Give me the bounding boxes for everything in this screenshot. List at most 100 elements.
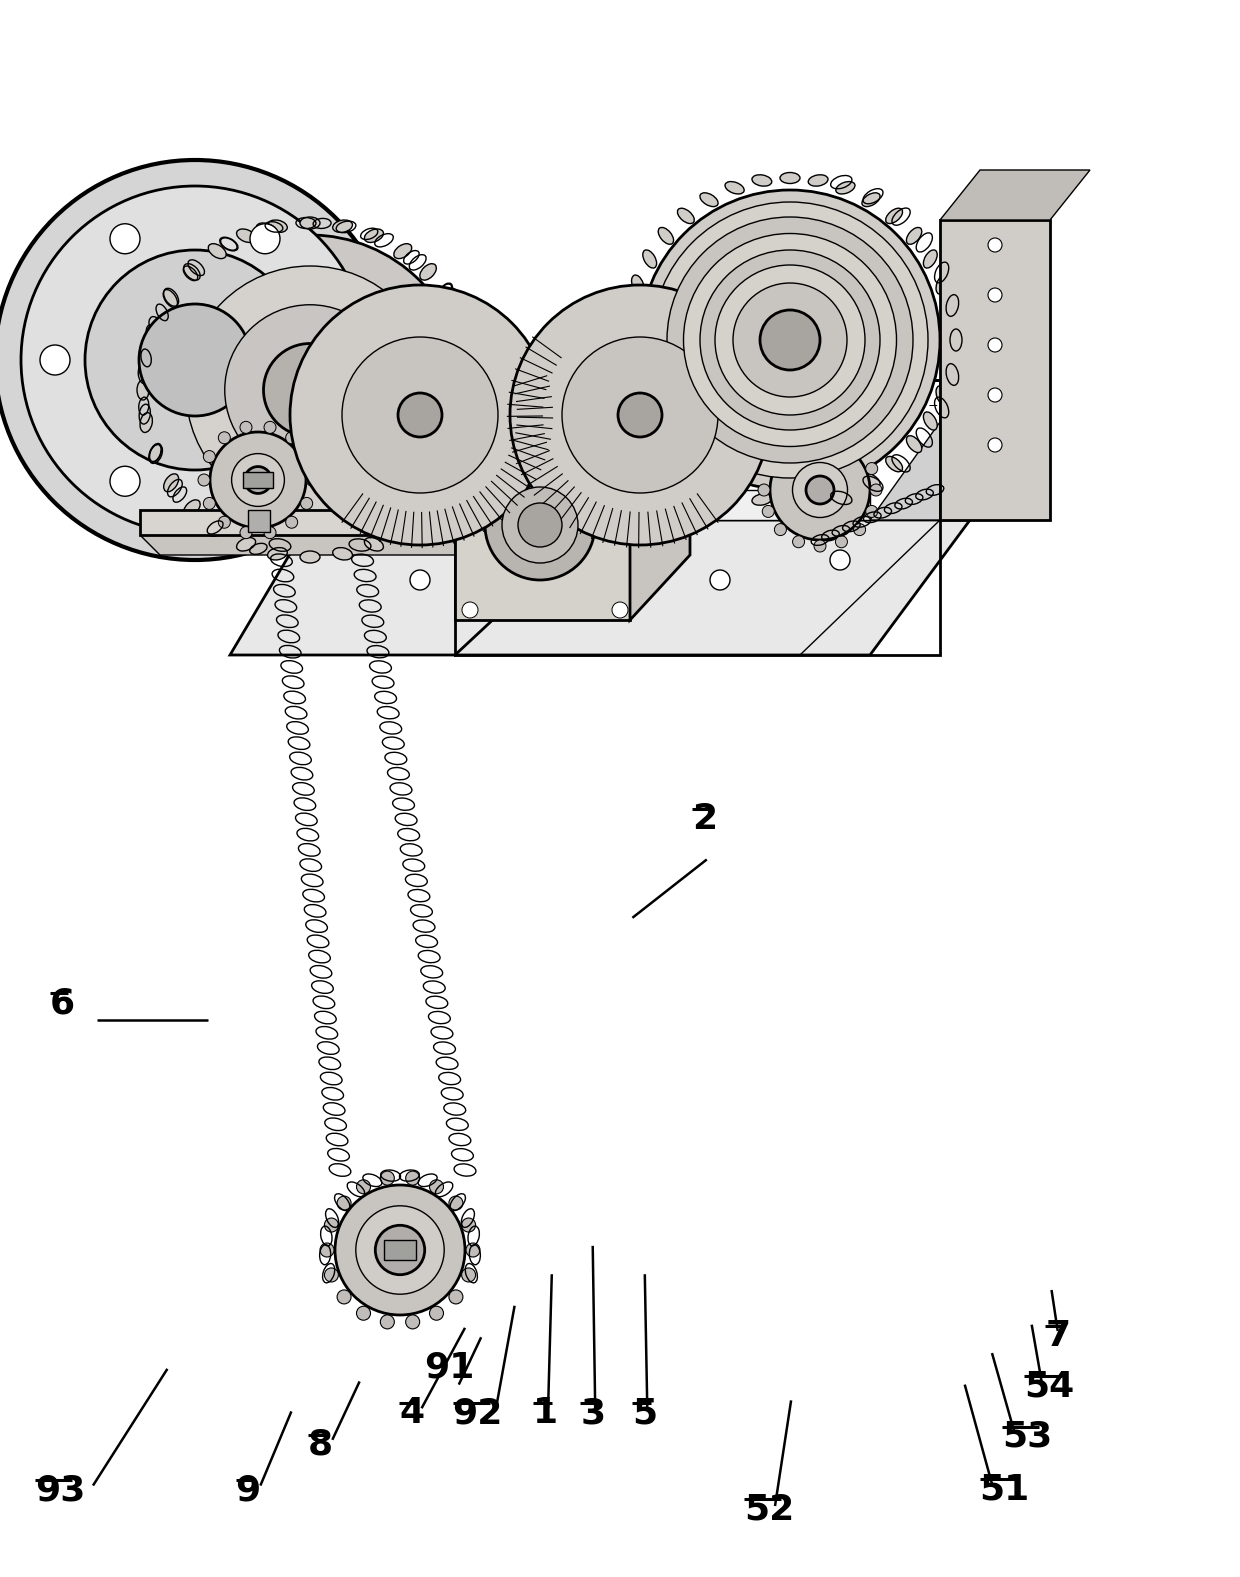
Circle shape [988,289,1002,303]
Ellipse shape [808,494,828,505]
Circle shape [300,497,312,509]
Circle shape [701,251,880,431]
Circle shape [263,344,357,437]
Circle shape [335,1184,465,1315]
Ellipse shape [140,413,153,432]
Circle shape [250,224,280,254]
Circle shape [988,388,1002,402]
Circle shape [449,1195,463,1210]
Ellipse shape [458,445,471,464]
Circle shape [357,1306,371,1320]
Circle shape [429,1180,444,1194]
Circle shape [763,506,774,517]
Polygon shape [140,535,510,555]
Circle shape [398,393,441,437]
Ellipse shape [808,175,828,186]
Text: 4: 4 [399,1396,424,1430]
Circle shape [410,569,430,590]
Circle shape [836,536,847,547]
Circle shape [376,1225,424,1274]
Ellipse shape [780,497,800,508]
Circle shape [405,1172,419,1184]
Text: 2: 2 [692,801,717,836]
Circle shape [461,1217,476,1232]
Polygon shape [229,490,870,520]
Ellipse shape [136,380,149,401]
Circle shape [770,440,870,539]
Circle shape [198,475,210,486]
Ellipse shape [268,221,288,232]
Text: 91: 91 [424,1350,475,1385]
Circle shape [110,224,140,254]
Ellipse shape [625,358,636,378]
Ellipse shape [631,386,644,405]
Circle shape [466,1243,480,1257]
Circle shape [429,1306,444,1320]
Text: 93: 93 [35,1473,86,1508]
Ellipse shape [208,244,226,259]
Circle shape [836,432,847,445]
Circle shape [203,451,216,462]
Ellipse shape [164,473,179,492]
Polygon shape [940,170,1090,221]
Circle shape [792,432,805,445]
Ellipse shape [164,289,179,306]
Ellipse shape [699,473,718,487]
Circle shape [792,462,847,517]
Circle shape [285,516,298,528]
Circle shape [715,265,866,415]
Circle shape [510,285,770,546]
Text: 92: 92 [453,1396,503,1430]
Ellipse shape [140,347,153,367]
Ellipse shape [677,208,694,224]
FancyBboxPatch shape [248,509,270,531]
Ellipse shape [467,413,480,432]
Circle shape [241,527,252,539]
Ellipse shape [906,227,921,244]
Ellipse shape [751,494,771,505]
Circle shape [792,536,805,547]
Circle shape [502,487,578,563]
Text: 3: 3 [580,1396,605,1430]
Circle shape [562,337,718,494]
Ellipse shape [365,538,383,550]
Circle shape [306,475,317,486]
Circle shape [337,1290,351,1304]
Ellipse shape [625,301,636,322]
Ellipse shape [268,547,288,560]
Ellipse shape [862,473,880,487]
Circle shape [155,235,465,546]
Text: 1: 1 [533,1396,558,1430]
Ellipse shape [924,249,937,268]
Circle shape [518,503,562,547]
Circle shape [988,337,1002,352]
Ellipse shape [208,522,226,536]
Circle shape [325,1217,339,1232]
Ellipse shape [394,522,412,536]
Circle shape [203,497,216,509]
Circle shape [461,1268,476,1282]
Circle shape [806,476,835,505]
Circle shape [775,445,786,456]
Text: 5: 5 [632,1396,657,1430]
Text: 52: 52 [744,1492,795,1527]
Ellipse shape [946,330,957,350]
Ellipse shape [658,227,673,244]
Circle shape [210,432,306,528]
Circle shape [613,432,627,448]
Ellipse shape [885,456,903,472]
Ellipse shape [467,347,480,367]
Circle shape [264,527,277,539]
Circle shape [652,202,928,478]
Circle shape [988,238,1002,252]
Circle shape [381,1172,394,1184]
Ellipse shape [944,301,955,322]
Ellipse shape [184,500,200,516]
Ellipse shape [237,538,255,550]
Circle shape [683,233,897,446]
Ellipse shape [394,244,412,259]
Ellipse shape [300,218,320,229]
Circle shape [760,311,820,371]
Circle shape [853,524,866,536]
Ellipse shape [780,172,800,183]
